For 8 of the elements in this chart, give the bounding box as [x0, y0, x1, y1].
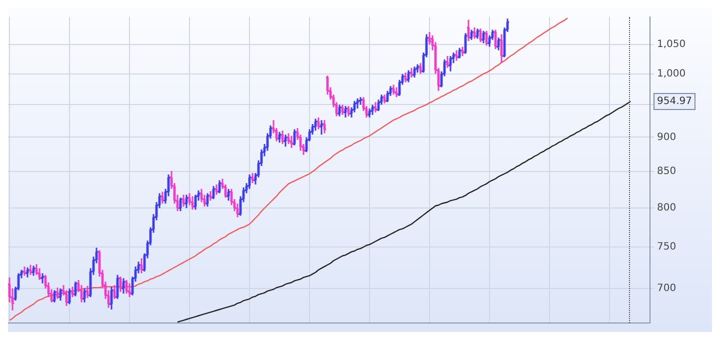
y-tick-label: 800 — [657, 202, 676, 214]
y-tick-label: 850 — [657, 166, 676, 178]
y-tick-label: 900 — [657, 132, 676, 143]
y-tick-label: 750 — [657, 242, 676, 253]
y-tick-label: 1,050 — [657, 39, 686, 50]
text: 954.97 — [657, 96, 692, 108]
y-tick-label: 700 — [657, 283, 676, 294]
y-tick-label: 1,000 — [657, 68, 686, 80]
